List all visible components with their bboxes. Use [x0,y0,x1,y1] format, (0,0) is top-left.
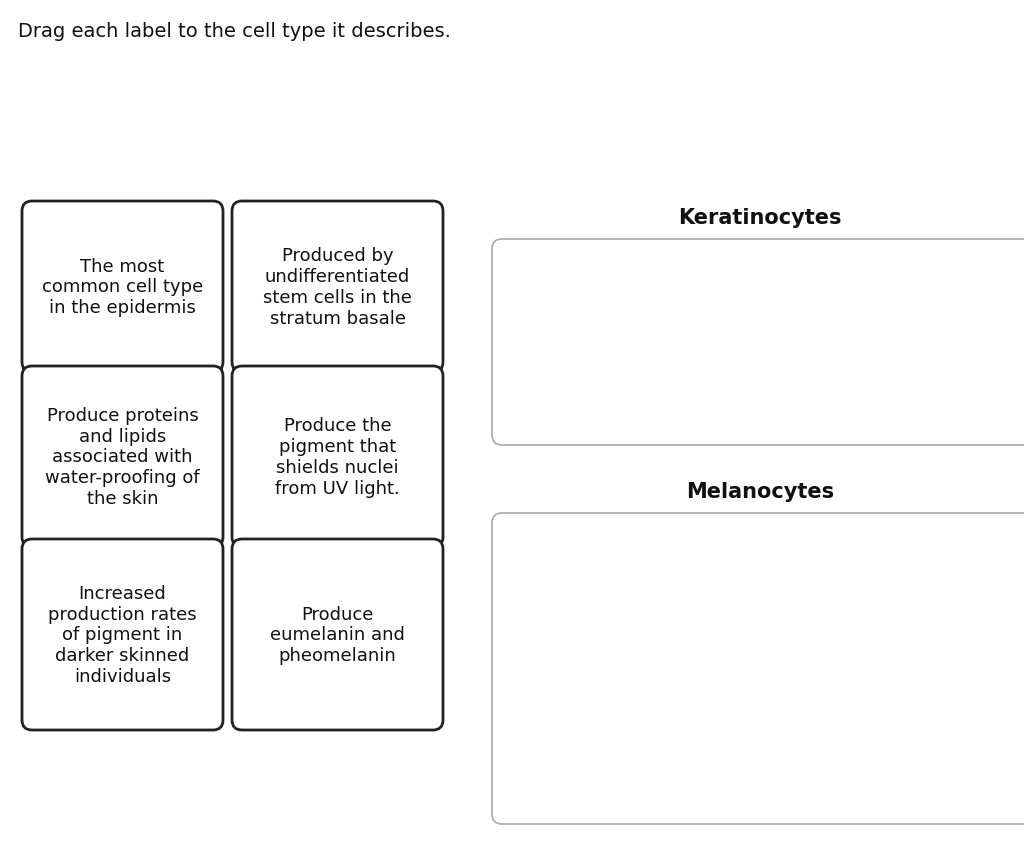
Text: Increased
production rates
of pigment in
darker skinned
individuals: Increased production rates of pigment in… [48,584,197,685]
Text: Produce the
pigment that
shields nuclei
from UV light.: Produce the pigment that shields nuclei … [275,417,400,497]
FancyBboxPatch shape [232,367,443,548]
FancyBboxPatch shape [232,202,443,373]
FancyBboxPatch shape [492,240,1024,445]
Text: The most
common cell type
in the epidermis: The most common cell type in the epiderm… [42,258,203,317]
FancyBboxPatch shape [22,539,223,730]
FancyBboxPatch shape [22,367,223,548]
Text: Produce
eumelanin and
pheomelanin: Produce eumelanin and pheomelanin [270,605,404,664]
Text: Produce proteins
and lipids
associated with
water-proofing of
the skin: Produce proteins and lipids associated w… [45,406,200,508]
Text: Melanocytes: Melanocytes [686,481,835,502]
FancyBboxPatch shape [492,514,1024,824]
Text: Keratinocytes: Keratinocytes [678,208,842,228]
FancyBboxPatch shape [232,539,443,730]
FancyBboxPatch shape [22,202,223,373]
Text: Produced by
undifferentiated
stem cells in the
stratum basale: Produced by undifferentiated stem cells … [263,247,412,328]
Text: Drag each label to the cell type it describes.: Drag each label to the cell type it desc… [18,22,451,41]
